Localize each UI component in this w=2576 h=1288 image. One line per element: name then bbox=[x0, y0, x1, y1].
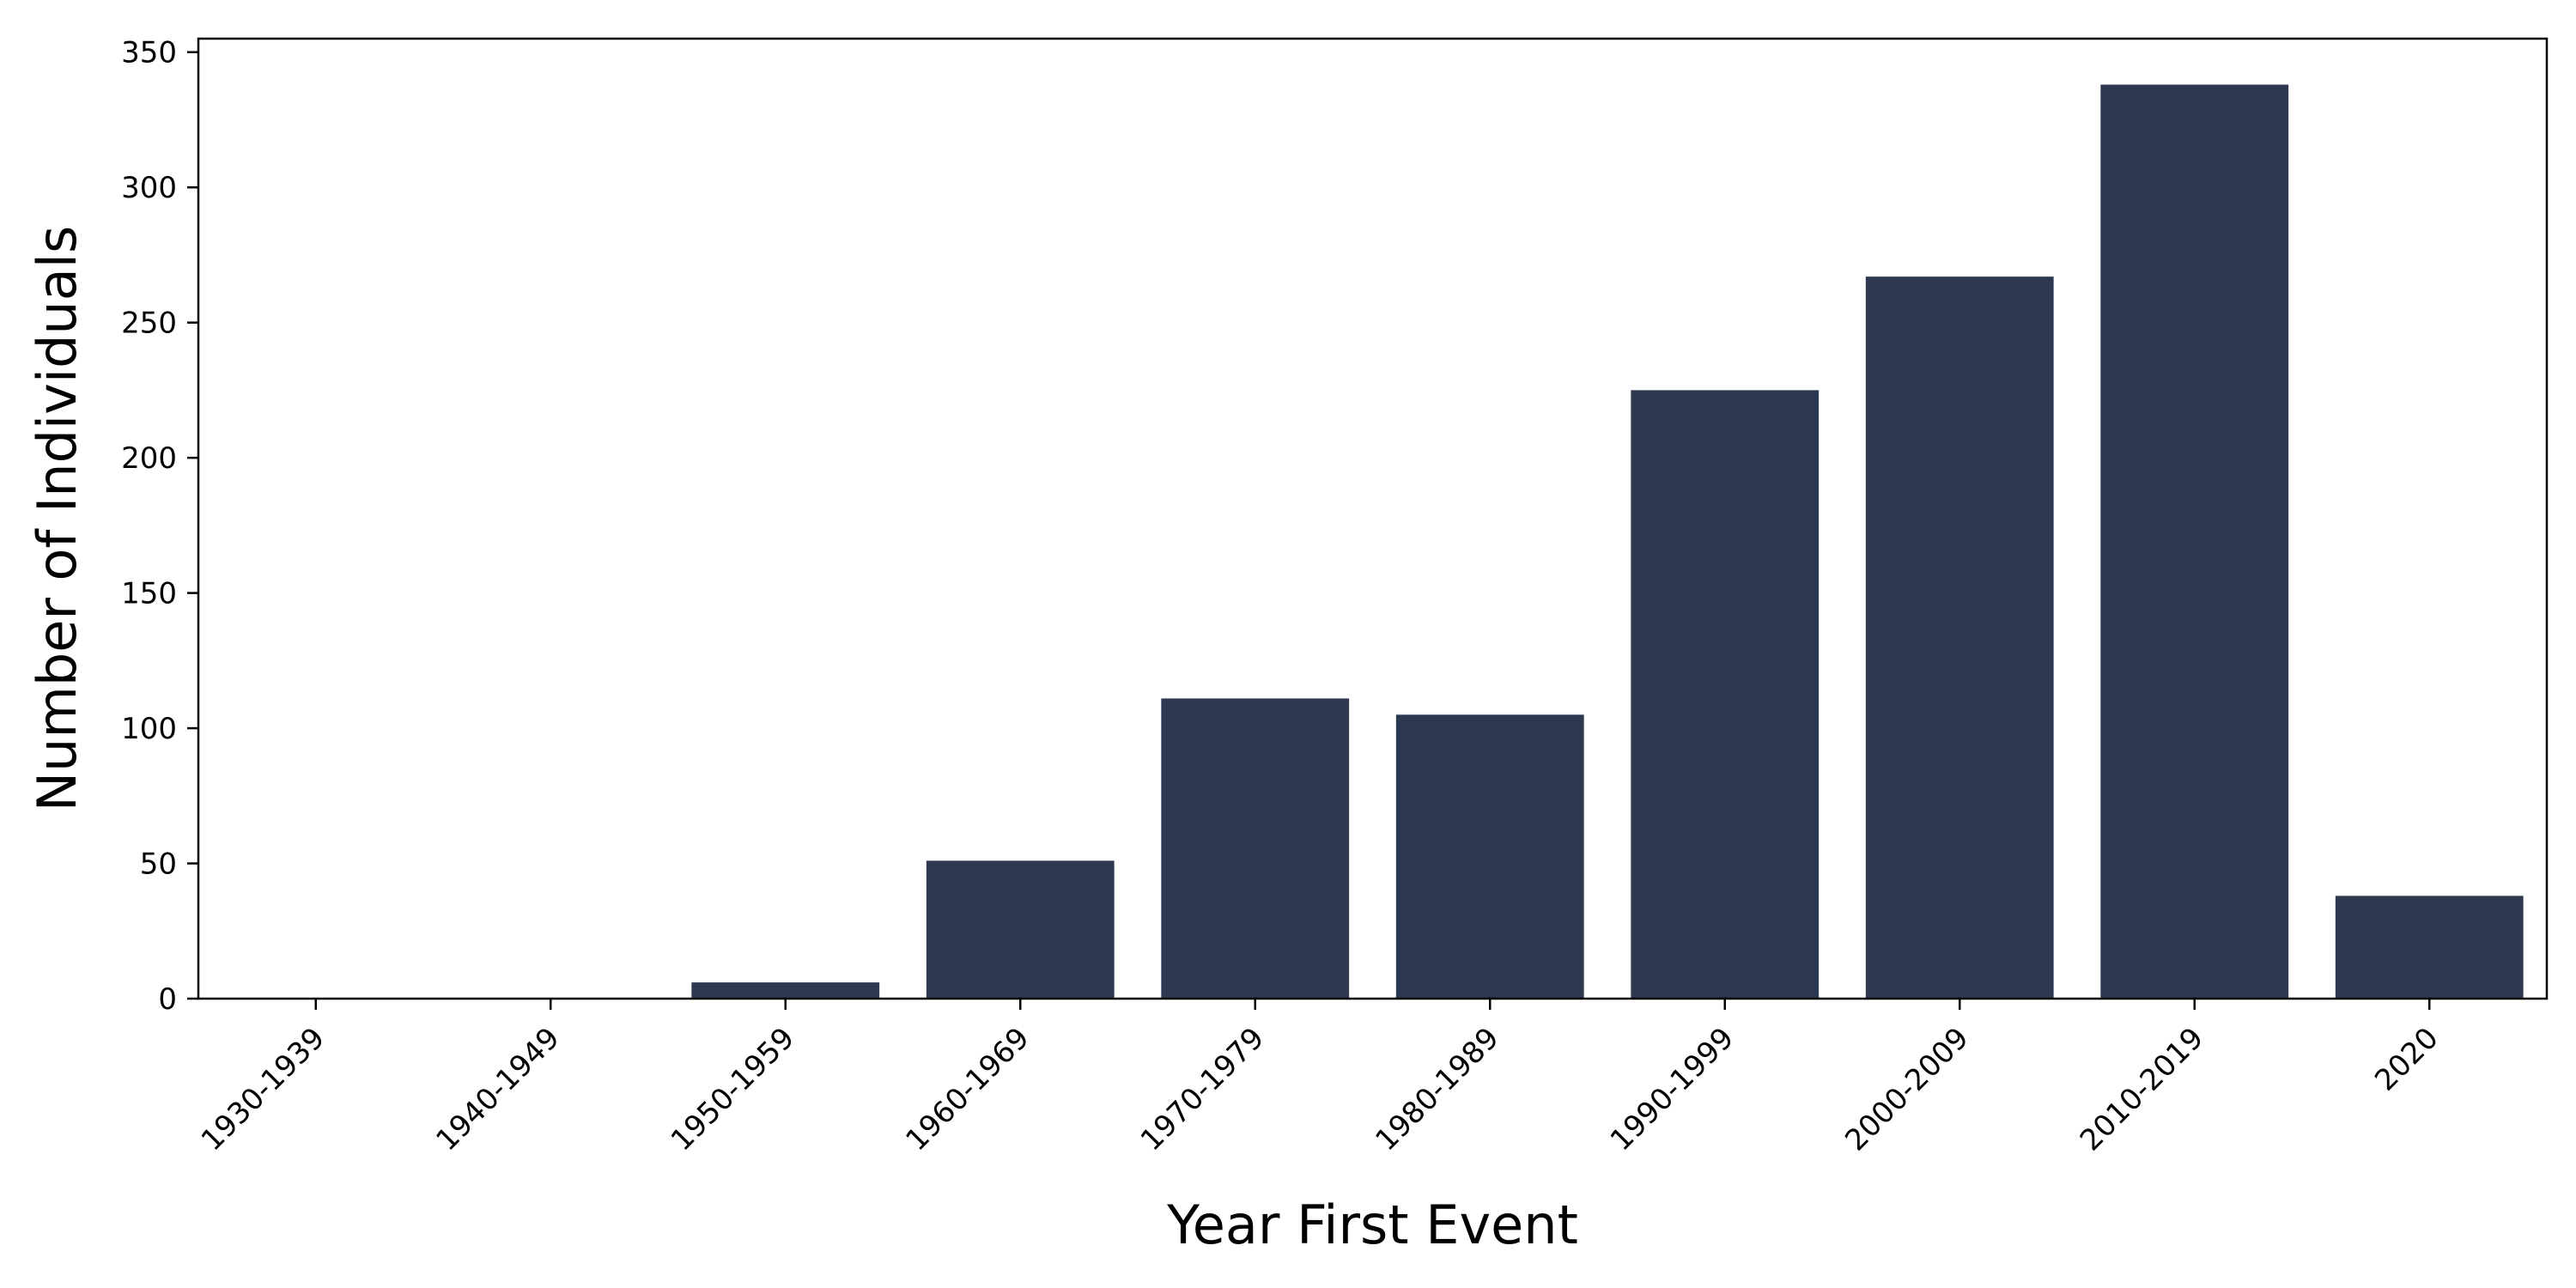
bar-1950-1959 bbox=[691, 982, 880, 999]
bar-1970-1979 bbox=[1161, 698, 1350, 999]
y-tick-label: 350 bbox=[121, 36, 177, 70]
y-axis-ticks: 0 50 100 150 200 250 300 350 bbox=[121, 36, 198, 1017]
x-tick-label: 1960-1969 bbox=[899, 1021, 1036, 1157]
bar-1980-1989 bbox=[1395, 714, 1584, 999]
y-tick-label: 200 bbox=[121, 441, 177, 476]
y-tick-label: 100 bbox=[121, 712, 177, 746]
y-tick-label: 250 bbox=[121, 307, 177, 341]
y-tick-label: 50 bbox=[140, 848, 177, 882]
bar-1990-1999 bbox=[1631, 390, 1820, 999]
bar-2000-2009 bbox=[1865, 276, 2054, 999]
x-tick-label: 2000-2009 bbox=[1838, 1021, 1975, 1157]
x-tick-label: 1970-1979 bbox=[1134, 1021, 1271, 1157]
y-axis-title: Number of Individuals bbox=[26, 226, 88, 811]
x-axis-title: Year First Event bbox=[1166, 1194, 1578, 1256]
x-tick-label: 1950-1959 bbox=[665, 1021, 801, 1157]
bars-group bbox=[691, 84, 2524, 999]
bar-2020 bbox=[2335, 896, 2524, 999]
y-tick-label: 0 bbox=[158, 982, 177, 1017]
x-axis-ticks: 1930-1939 1940-1949 1950-1959 1960-1969 1970… bbox=[195, 999, 2445, 1157]
y-tick-label: 300 bbox=[121, 171, 177, 205]
x-tick-label: 1990-1999 bbox=[1604, 1021, 1741, 1157]
bar-1960-1969 bbox=[926, 860, 1115, 999]
x-tick-label: 1980-1989 bbox=[1369, 1021, 1505, 1157]
x-tick-label: 2010-2019 bbox=[2074, 1021, 2210, 1157]
x-tick-label: 1930-1939 bbox=[195, 1021, 331, 1157]
bar-2010-2019 bbox=[2100, 84, 2289, 999]
plot-frame bbox=[197, 37, 2549, 1000]
x-tick-label: 2020 bbox=[2368, 1021, 2445, 1097]
y-tick-label: 150 bbox=[121, 577, 177, 611]
x-tick-label: 1940-1949 bbox=[429, 1021, 566, 1157]
